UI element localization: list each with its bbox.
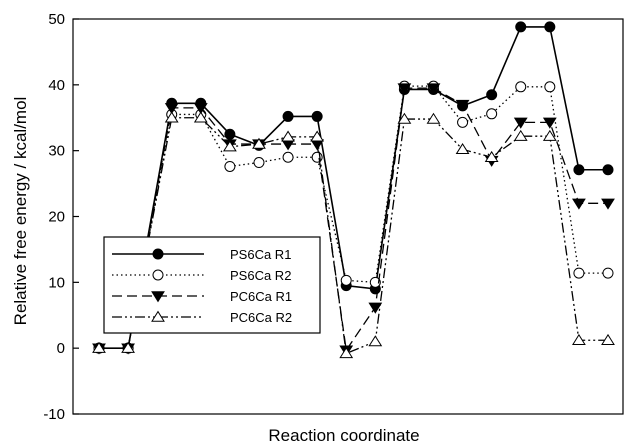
data-point: [426, 83, 441, 95]
legend-item: PC6Ca R2: [112, 310, 292, 325]
legend-label: PC6Ca R1: [230, 289, 292, 304]
data-point: [426, 112, 441, 124]
data-point: [368, 335, 383, 347]
x-axis-title: Reaction coordinate: [268, 426, 419, 445]
data-point: [193, 111, 208, 123]
legend-item: PS6Ca R2: [112, 268, 291, 283]
series-line: [99, 87, 608, 352]
legend-marker: [152, 248, 164, 260]
data-point: [513, 129, 528, 141]
legend: PS6Ca R1 PS6Ca R2 PC6Ca R1 PC6Ca R2: [103, 236, 321, 334]
data-point: [513, 117, 528, 129]
legend-marker: [152, 269, 164, 281]
data-point: [601, 333, 615, 345]
series-line: [99, 117, 608, 355]
y-tick-label: 0: [57, 340, 65, 357]
data-point: [515, 81, 527, 93]
data-point: [340, 274, 352, 286]
series-layer: [92, 21, 615, 359]
data-point: [311, 110, 323, 122]
data-point: [369, 276, 381, 288]
data-point: [164, 103, 179, 115]
data-point: [544, 21, 556, 33]
y-tick-label: 10: [48, 274, 65, 291]
legend-label: PS6Ca R2: [230, 268, 291, 283]
data-point: [193, 103, 208, 115]
legend-label: PC6Ca R2: [230, 310, 292, 325]
data-point: [573, 267, 585, 279]
y-axis: -10 0 10 20 30 40 50: [43, 11, 79, 423]
data-point: [397, 83, 412, 95]
data-point: [164, 111, 179, 123]
legend-marker: [151, 291, 165, 303]
legend-label: PS6Ca R1: [230, 247, 291, 262]
y-tick-label: 50: [48, 11, 65, 28]
data-point: [486, 108, 498, 120]
legend-item: PS6Ca R1: [112, 247, 291, 262]
data-point: [455, 99, 470, 111]
y-tick-label: -10: [43, 406, 65, 423]
data-point: [253, 157, 265, 169]
data-point: [486, 89, 498, 101]
series-pc6ca-r2: [92, 111, 615, 359]
data-point: [457, 116, 469, 128]
data-point: [224, 128, 236, 140]
data-point: [455, 143, 470, 155]
data-point: [282, 151, 294, 163]
data-point: [572, 333, 586, 345]
data-point: [222, 140, 237, 152]
y-tick-label: 20: [48, 209, 65, 226]
data-point: [573, 164, 585, 176]
data-point: [92, 341, 106, 353]
data-point: [572, 198, 586, 210]
data-point: [602, 267, 614, 279]
data-point: [368, 302, 383, 314]
data-point: [397, 112, 412, 124]
data-point: [602, 164, 614, 176]
data-point: [542, 117, 557, 129]
data-point: [310, 130, 325, 142]
data-point: [281, 130, 295, 142]
data-point: [252, 137, 266, 149]
data-point: [544, 81, 556, 93]
data-point: [339, 347, 354, 359]
legend-marker: [151, 310, 165, 322]
y-tick-label: 30: [48, 143, 65, 160]
legend-item: PC6Ca R1: [112, 289, 292, 304]
data-point: [224, 160, 236, 172]
data-point: [121, 341, 135, 353]
data-point: [484, 150, 499, 162]
data-point: [282, 110, 294, 122]
data-point: [542, 129, 557, 141]
y-axis-title: Relative free energy / kcal/mol: [11, 97, 30, 326]
y-tick-label: 40: [48, 77, 65, 94]
data-point: [515, 21, 527, 33]
data-point: [601, 198, 615, 210]
